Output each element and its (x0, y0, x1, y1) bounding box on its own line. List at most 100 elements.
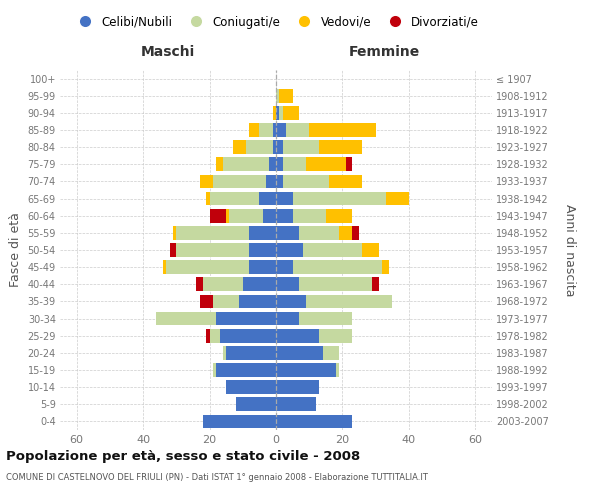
Bar (283, 106, 299, 120)
Bar (216, 312, 276, 326)
Bar (259, 123, 272, 137)
Bar (276, 363, 336, 377)
Bar (226, 380, 276, 394)
Bar (243, 278, 276, 291)
Bar (250, 243, 276, 257)
Bar (352, 226, 359, 239)
Bar (306, 294, 392, 308)
Bar (293, 192, 386, 205)
Bar (276, 106, 280, 120)
Bar (239, 294, 276, 308)
Bar (309, 123, 376, 137)
Bar (346, 158, 352, 171)
Bar (299, 312, 352, 326)
Bar (250, 123, 259, 137)
Bar (173, 226, 176, 239)
Bar (250, 226, 276, 239)
Bar (246, 140, 272, 154)
Bar (306, 158, 346, 171)
Bar (362, 243, 379, 257)
Bar (283, 174, 329, 188)
Bar (283, 140, 319, 154)
Bar (276, 312, 299, 326)
Y-axis label: Fasce di età: Fasce di età (9, 212, 22, 288)
Bar (373, 278, 379, 291)
Bar (329, 174, 362, 188)
Bar (166, 260, 250, 274)
Bar (200, 174, 213, 188)
Bar (203, 278, 243, 291)
Bar (276, 89, 280, 102)
Bar (213, 363, 216, 377)
Bar (276, 294, 306, 308)
Bar (283, 158, 306, 171)
Bar (209, 329, 220, 342)
Bar (276, 260, 293, 274)
Bar (276, 226, 299, 239)
Bar (203, 414, 276, 428)
Bar (286, 123, 309, 137)
Bar (196, 278, 203, 291)
Bar (272, 123, 276, 137)
Bar (302, 243, 362, 257)
Bar (229, 209, 263, 222)
Bar (250, 260, 276, 274)
Bar (276, 380, 319, 394)
Bar (319, 329, 352, 342)
Bar (206, 192, 209, 205)
Bar (163, 260, 166, 274)
Bar (209, 209, 226, 222)
Bar (216, 363, 276, 377)
Bar (336, 363, 339, 377)
Bar (176, 226, 250, 239)
Bar (276, 209, 293, 222)
Y-axis label: Anni di nascita: Anni di nascita (563, 204, 576, 296)
Bar (276, 398, 316, 411)
Bar (276, 278, 299, 291)
Bar (226, 346, 276, 360)
Bar (236, 398, 276, 411)
Text: Maschi: Maschi (141, 45, 195, 59)
Bar (280, 89, 293, 102)
Bar (272, 140, 276, 154)
Bar (293, 209, 326, 222)
Bar (276, 329, 319, 342)
Bar (382, 260, 389, 274)
Bar (213, 174, 266, 188)
Bar (276, 174, 283, 188)
Bar (259, 192, 276, 205)
Legend: Celibi/Nubili, Coniugati/e, Vedovi/e, Divorziati/e: Celibi/Nubili, Coniugati/e, Vedovi/e, Di… (68, 11, 484, 34)
Bar (266, 174, 276, 188)
Bar (157, 312, 216, 326)
Text: Femmine: Femmine (349, 45, 419, 59)
Text: COMUNE DI CASTELNOVO DEL FRIULI (PN) - Dati ISTAT 1° gennaio 2008 - Elaborazione: COMUNE DI CASTELNOVO DEL FRIULI (PN) - D… (6, 472, 428, 482)
Bar (276, 192, 293, 205)
Bar (276, 414, 352, 428)
Bar (263, 209, 276, 222)
Bar (209, 192, 259, 205)
Bar (233, 140, 246, 154)
Bar (269, 158, 276, 171)
Bar (293, 260, 382, 274)
Bar (170, 243, 176, 257)
Bar (276, 140, 283, 154)
Bar (299, 278, 373, 291)
Bar (176, 243, 250, 257)
Bar (272, 106, 276, 120)
Bar (276, 123, 286, 137)
Bar (299, 226, 339, 239)
Bar (386, 192, 409, 205)
Bar (326, 209, 352, 222)
Bar (339, 226, 352, 239)
Bar (276, 158, 283, 171)
Bar (220, 329, 276, 342)
Bar (200, 294, 213, 308)
Bar (276, 243, 302, 257)
Bar (226, 209, 229, 222)
Bar (223, 158, 269, 171)
Bar (276, 346, 323, 360)
Bar (323, 346, 339, 360)
Bar (213, 294, 239, 308)
Bar (280, 106, 283, 120)
Bar (223, 346, 226, 360)
